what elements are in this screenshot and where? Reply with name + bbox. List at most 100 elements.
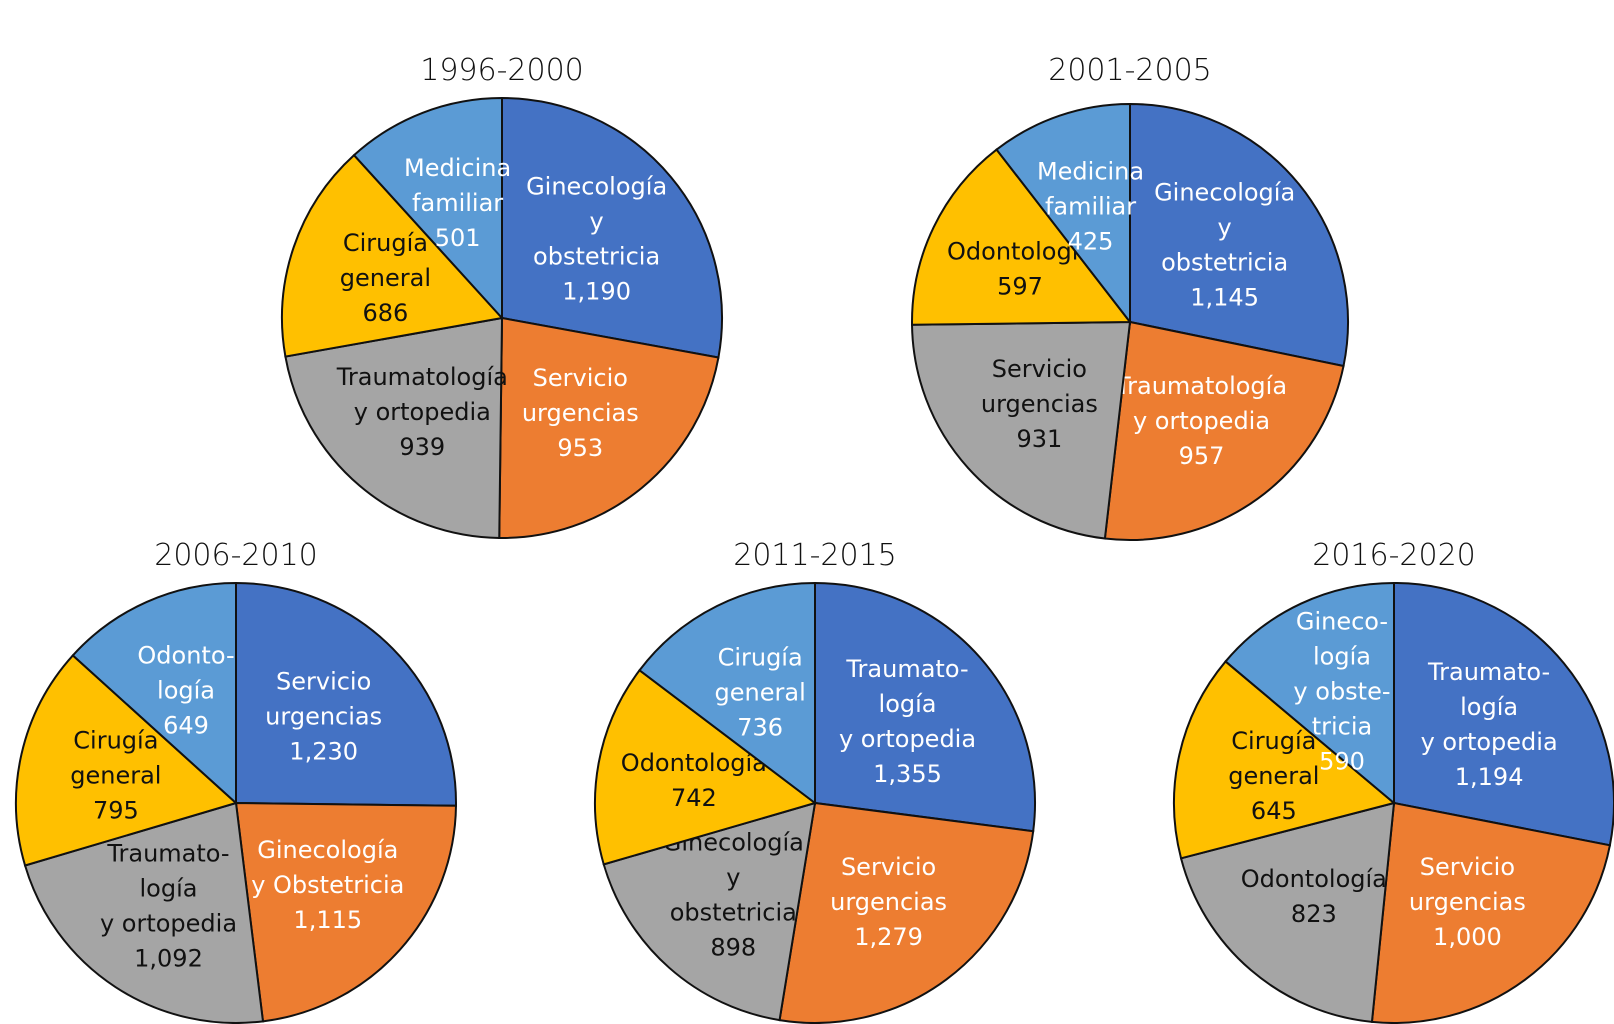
slice-label-line: Servicio xyxy=(841,853,936,881)
slice-label-line: urgencias xyxy=(981,390,1098,418)
slice-value: 645 xyxy=(1251,797,1297,825)
pie-slice-servicio-urgencias xyxy=(778,801,1035,1024)
pie-slice-servicio-urgencias xyxy=(1370,801,1612,1024)
slice-data-label: Servicio urgencias 1,279 xyxy=(830,853,947,951)
slice-label-line: Cirugía xyxy=(73,727,158,755)
chart-title: 2006-2010 xyxy=(154,538,318,573)
pie-slice-cirugia-general xyxy=(1173,660,1397,860)
slice-label-line: general xyxy=(70,762,161,790)
pie-slice-traumatologia-y-ortopedia xyxy=(814,581,1036,833)
chart-title: 1996-2000 xyxy=(420,53,584,88)
slice-label-line: logía xyxy=(157,676,215,704)
slice-label-line: y xyxy=(1218,213,1232,241)
slice-value: 501 xyxy=(435,224,481,252)
slice-value: 939 xyxy=(399,433,445,461)
slice-label-line: y xyxy=(726,864,740,892)
slice-label-line: Ginecología xyxy=(526,173,667,201)
slice-value: 425 xyxy=(1068,227,1114,255)
slice-value: 1,000 xyxy=(1433,923,1502,951)
slice-label-line: Cirugía xyxy=(718,644,803,672)
slice-label-line: Medicina xyxy=(1037,157,1144,185)
slice-value: 795 xyxy=(93,797,139,825)
slice-label-line: Traumatología xyxy=(336,363,508,391)
slice-value: 742 xyxy=(671,784,717,812)
slice-label-line: Odontología xyxy=(621,749,767,777)
slice-value: 597 xyxy=(997,272,1043,300)
slice-label-line: Traumato- xyxy=(845,655,968,683)
slice-data-label: Odontología 823 xyxy=(1241,865,1387,928)
slice-data-label: Traumatología y ortopedia 957 xyxy=(1115,372,1287,470)
slice-data-label: Servicio urgencias 953 xyxy=(522,364,639,462)
slice-value: 931 xyxy=(1016,425,1062,453)
slice-data-label: Gineco-logía y obste-tricia 590 xyxy=(1293,607,1390,775)
slice-value: 898 xyxy=(710,934,756,962)
pie-slice-medicina-familiar xyxy=(995,102,1131,325)
slice-label-line: Traumato- xyxy=(106,840,229,868)
slice-data-label: Traumato-logía y ortopedia 1,194 xyxy=(1421,658,1558,791)
chart-title: 2001-2005 xyxy=(1048,53,1212,88)
pie-slice-servicio-urgencias xyxy=(498,316,720,539)
chart-title: 2011-2015 xyxy=(733,538,897,573)
slice-label-line: logía xyxy=(879,690,937,718)
slice-label-line: obstetricia xyxy=(1161,248,1288,276)
slice-data-label: Ginecología y obstetricia 898 xyxy=(663,829,804,962)
chart-title: 2016-2020 xyxy=(1312,538,1476,573)
slice-data-label: Cirugía general 795 xyxy=(70,727,161,825)
pie-slice-odontologia xyxy=(1179,801,1396,1023)
slice-label-line: general xyxy=(1228,762,1319,790)
slice-label-line: y obste- xyxy=(1293,677,1390,705)
pie-slice-ginecologia-y-obstetricia xyxy=(1224,581,1395,806)
slice-label-line: Odontología xyxy=(1241,865,1387,893)
slice-value: 1,145 xyxy=(1190,283,1259,311)
slice-label-line: y ortopedia xyxy=(354,398,491,426)
pie-chart-2011-2015: 2011-2015 Traumato-logía y ortopedia 1,355 S… xyxy=(594,538,1036,1024)
pie-chart-2001-2005: 2001-2005 Ginecología y obstetricia 1,145 Tra… xyxy=(911,53,1349,541)
slice-label-line: y Obstetricia xyxy=(251,871,404,899)
slice-label-line: tricia xyxy=(1312,712,1373,740)
slice-label-line: Servicio xyxy=(533,364,628,392)
slice-label-line: Cirugía xyxy=(1231,727,1316,755)
slice-label-line: Cirugía xyxy=(343,229,428,257)
pie-slice-traumatologia-y-ortopedia xyxy=(284,316,504,539)
pie-slice-odontologia xyxy=(911,148,1133,326)
slice-value: 736 xyxy=(737,714,783,742)
slice-data-label: Servicio urgencias 931 xyxy=(981,355,1098,453)
slice-data-label: Servicio urgencias 1,230 xyxy=(265,667,382,765)
slice-label-line: y ortopedia xyxy=(100,910,237,938)
slice-value: 1,092 xyxy=(134,945,203,973)
slice-label-line: logía xyxy=(1460,693,1518,721)
slice-label-line: urgencias xyxy=(265,702,382,730)
slice-value: 649 xyxy=(163,711,209,739)
slice-label-line: logía xyxy=(1313,642,1371,670)
pie-slice-servicio-urgencias xyxy=(235,581,457,807)
slice-value: 953 xyxy=(557,434,603,462)
slice-label-line: y ortopedia xyxy=(839,725,976,753)
pie-slice-cirugia-general xyxy=(15,654,238,867)
slice-value: 1,115 xyxy=(293,906,362,934)
slice-value: 1,190 xyxy=(562,278,631,306)
slice-label-line: y ortopedia xyxy=(1421,728,1558,756)
pie-slice-ginecologia-y-obstetricia xyxy=(234,801,457,1023)
slice-value: 1,194 xyxy=(1455,763,1524,791)
slice-label-line: urgencias xyxy=(522,399,639,427)
pie-slice-ginecologia-y-obstetricia xyxy=(1129,102,1349,368)
slice-label-line: urgencias xyxy=(830,888,947,916)
slice-label-line: y ortopedia xyxy=(1133,407,1270,435)
pie-chart-2016-2020: 2016-2020 Traumato-logía y ortopedia 1,194 S… xyxy=(1173,538,1614,1024)
slice-value: 957 xyxy=(1179,442,1225,470)
pie-slice-cirugia-general xyxy=(281,153,504,358)
slice-data-label: Traumatología y ortopedia 939 xyxy=(336,363,508,461)
slice-data-label: Ginecología y obstetricia 1,145 xyxy=(1154,178,1295,311)
slice-label-line: Servicio xyxy=(276,667,371,695)
slice-label-line: Servicio xyxy=(1420,853,1515,881)
pie-slice-odontologia xyxy=(594,668,818,866)
slice-label-line: familiar xyxy=(1045,192,1136,220)
slice-data-label: Medicina familiar 501 xyxy=(404,154,511,252)
slice-label-line: Servicio xyxy=(992,355,1087,383)
slice-label-line: logía xyxy=(140,875,198,903)
slice-data-label: Cirugía general 686 xyxy=(340,229,431,327)
slice-label-line: Gineco- xyxy=(1296,607,1388,635)
slice-data-label: Traumato-logía y ortopedia 1,092 xyxy=(100,840,237,973)
slice-label-line: Ginecología xyxy=(1154,178,1295,206)
